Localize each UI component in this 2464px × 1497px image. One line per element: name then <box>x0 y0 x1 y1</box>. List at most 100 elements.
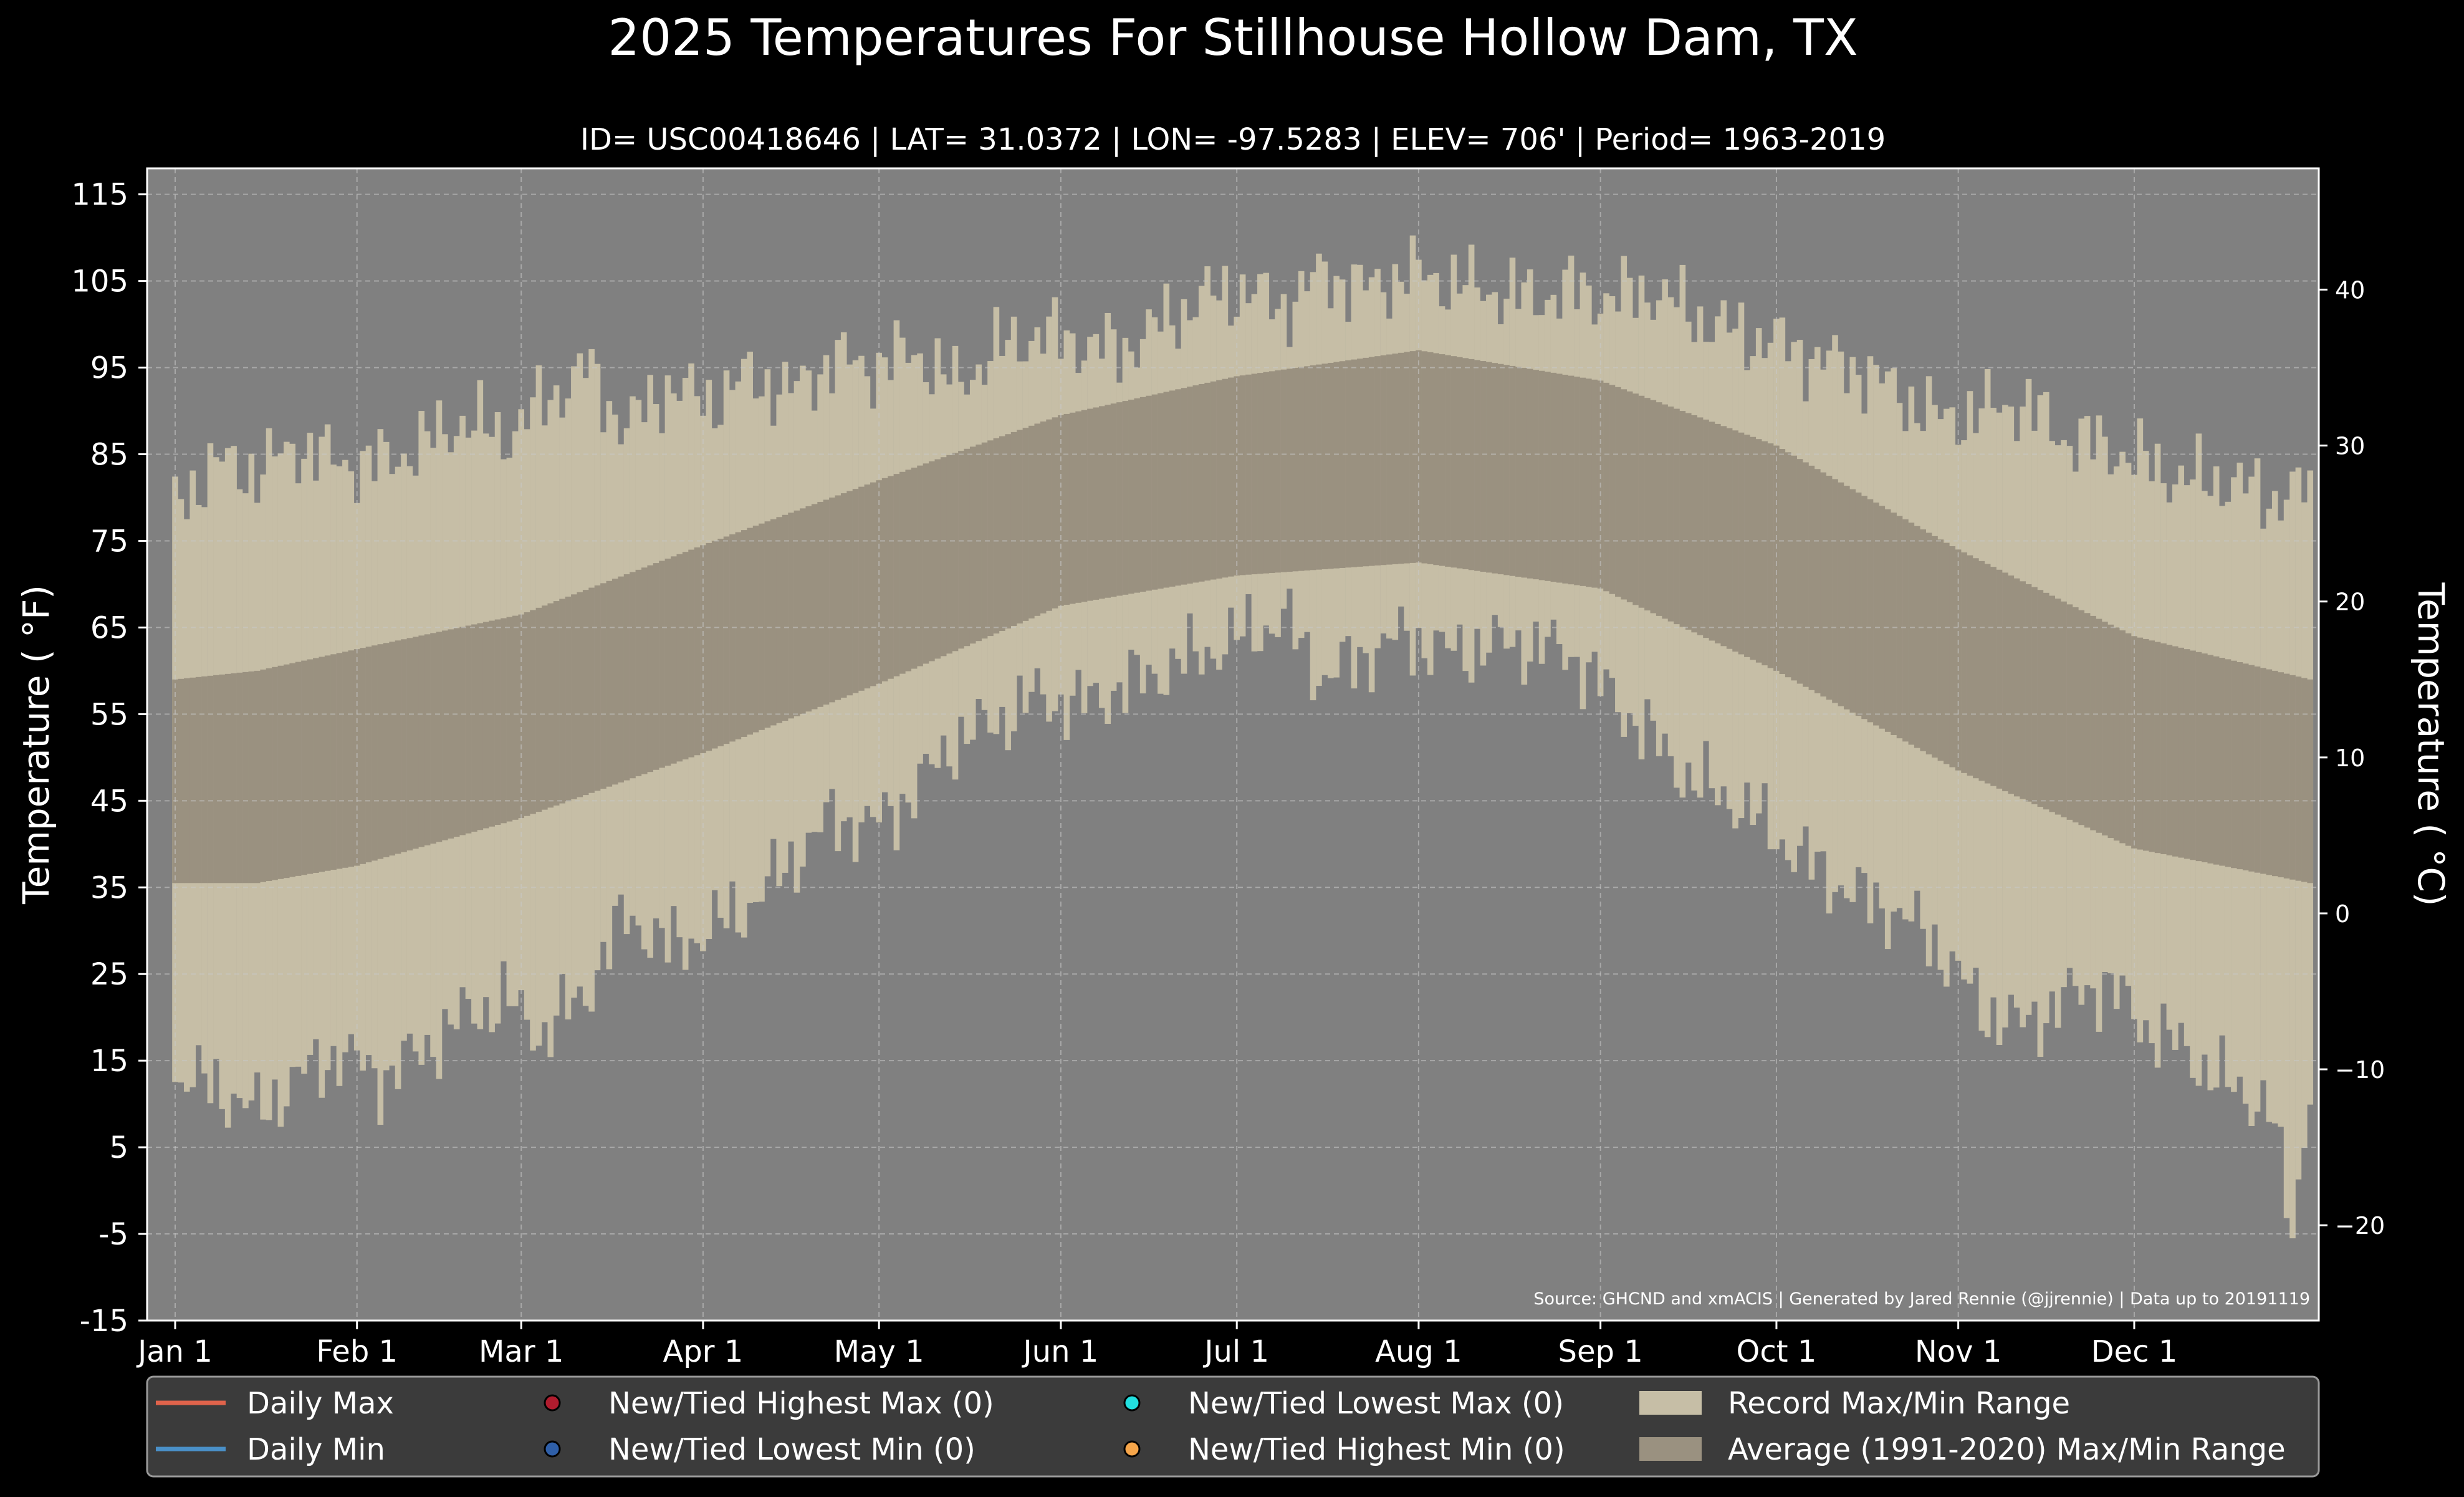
average-range-bar <box>413 637 419 849</box>
average-range-bar <box>1814 469 1821 693</box>
plot-frame <box>146 167 2320 1322</box>
average-range-bar <box>1908 522 1915 745</box>
y-tick-label: 45 <box>90 784 128 819</box>
average-range-bar <box>611 579 618 785</box>
average-range-bar <box>289 663 295 877</box>
average-range-bar <box>1873 503 1879 726</box>
average-range-bar <box>1838 482 1844 706</box>
average-range-bar <box>1884 509 1891 732</box>
average-range-bar <box>2213 656 2220 865</box>
average-range-bar <box>1984 564 1991 784</box>
average-range-bar <box>2131 636 2137 849</box>
average-range-bar <box>207 675 214 883</box>
x-tick-label: Dec 1 <box>2091 1334 2178 1369</box>
average-range-bar <box>1855 492 1862 716</box>
y-tick-label: 5 <box>109 1130 128 1165</box>
average-range-bar <box>1028 425 1035 619</box>
average-range-bar <box>659 561 665 768</box>
legend-item-average-range: Average (1991-2020) Max/Min Range <box>1639 1432 2286 1467</box>
average-range-bar <box>1163 392 1170 588</box>
average-range-bar <box>2031 587 2038 804</box>
average-range-bar <box>2283 673 2290 878</box>
average-range-bar <box>1791 455 1797 681</box>
average-range-bar <box>1280 369 1287 572</box>
legend-dot-swatch <box>544 1440 561 1458</box>
average-range-bar <box>1973 558 1979 779</box>
average-range-bar <box>682 552 689 759</box>
average-range-bar <box>1556 373 1563 583</box>
average-range-bar <box>1967 555 1973 776</box>
average-range-bar <box>1538 370 1545 580</box>
average-range-bar <box>1480 361 1487 572</box>
average-range-bar <box>1040 421 1047 614</box>
average-range-bar <box>735 532 742 739</box>
average-range-bar <box>301 660 307 875</box>
average-range-bar <box>1925 532 1932 754</box>
average-range-bar <box>1527 368 1533 579</box>
average-range-bar <box>1228 377 1234 577</box>
average-range-bar <box>588 587 595 793</box>
average-range-bar <box>1920 529 1926 751</box>
average-range-bar <box>1497 363 1504 575</box>
average-range-bar <box>1198 383 1205 582</box>
average-range-bar <box>1251 373 1258 575</box>
average-range-bars <box>172 350 2314 883</box>
average-range-bar <box>1110 403 1117 597</box>
average-range-bar <box>1644 398 1651 611</box>
average-range-bar <box>1773 445 1780 671</box>
average-range-bar <box>1098 406 1105 599</box>
average-range-bar <box>776 517 783 723</box>
legend-patch-swatch <box>1639 1391 1702 1415</box>
legend-label: Daily Min <box>247 1432 385 1467</box>
average-range-bar <box>448 629 454 839</box>
average-range-bar <box>858 486 865 691</box>
average-range-bar <box>542 605 548 810</box>
average-range-bar <box>348 650 355 867</box>
average-range-bar <box>342 652 348 868</box>
average-range-bar <box>717 539 724 746</box>
average-range-bar <box>260 669 266 882</box>
average-range-bar <box>923 463 929 664</box>
legend-label: New/Tied Lowest Min (0) <box>608 1432 976 1467</box>
average-range-bar <box>482 622 489 829</box>
x-tick-label: Oct 1 <box>1737 1334 1817 1369</box>
average-range-bar <box>594 585 601 791</box>
average-range-bar <box>1181 388 1187 585</box>
average-range-bar <box>2178 647 2185 858</box>
legend-item-record-range: Record Max/Min Range <box>1639 1386 2070 1421</box>
average-range-bar <box>759 523 765 730</box>
legend-label: Record Max/Min Range <box>1728 1386 2070 1421</box>
average-range-bar <box>1656 402 1662 616</box>
average-range-bar <box>1937 539 1944 761</box>
average-range-bar <box>969 446 976 644</box>
average-range-bar <box>1996 569 2003 789</box>
x-tick-label: Mar 1 <box>479 1334 563 1369</box>
average-range-bar <box>1275 370 1281 573</box>
average-range-bar <box>1404 352 1410 564</box>
average-range-bar <box>1944 542 1950 764</box>
average-range-bar <box>1298 367 1305 571</box>
average-range-bar <box>2219 658 2225 866</box>
average-range-bar <box>1257 373 1263 574</box>
average-range-bar <box>1662 404 1668 619</box>
average-range-bar <box>1750 436 1757 660</box>
average-range-bar <box>1691 415 1697 633</box>
average-range-bar <box>805 506 812 712</box>
grid-lines <box>147 168 2319 1321</box>
legend-dot-swatch <box>1123 1394 1141 1412</box>
average-range-bar <box>964 448 971 647</box>
average-range-bar <box>671 556 677 764</box>
average-range-bar <box>1081 410 1088 602</box>
average-range-bar <box>1345 360 1351 568</box>
average-range-bar <box>395 640 401 854</box>
legend-item-new-low-min: New/Tied Lowest Min (0) <box>544 1432 976 1467</box>
y-tick-label-right: 30 <box>2335 433 2365 460</box>
average-range-bar <box>1715 423 1721 643</box>
average-range-bar <box>535 607 542 812</box>
average-range-bar <box>905 469 912 671</box>
x-tick-label: May 1 <box>834 1334 924 1369</box>
average-range-bar <box>1263 372 1270 574</box>
average-range-bar <box>1562 375 1568 584</box>
average-range-bar <box>764 521 771 728</box>
x-tick-label: Apr 1 <box>663 1334 743 1369</box>
